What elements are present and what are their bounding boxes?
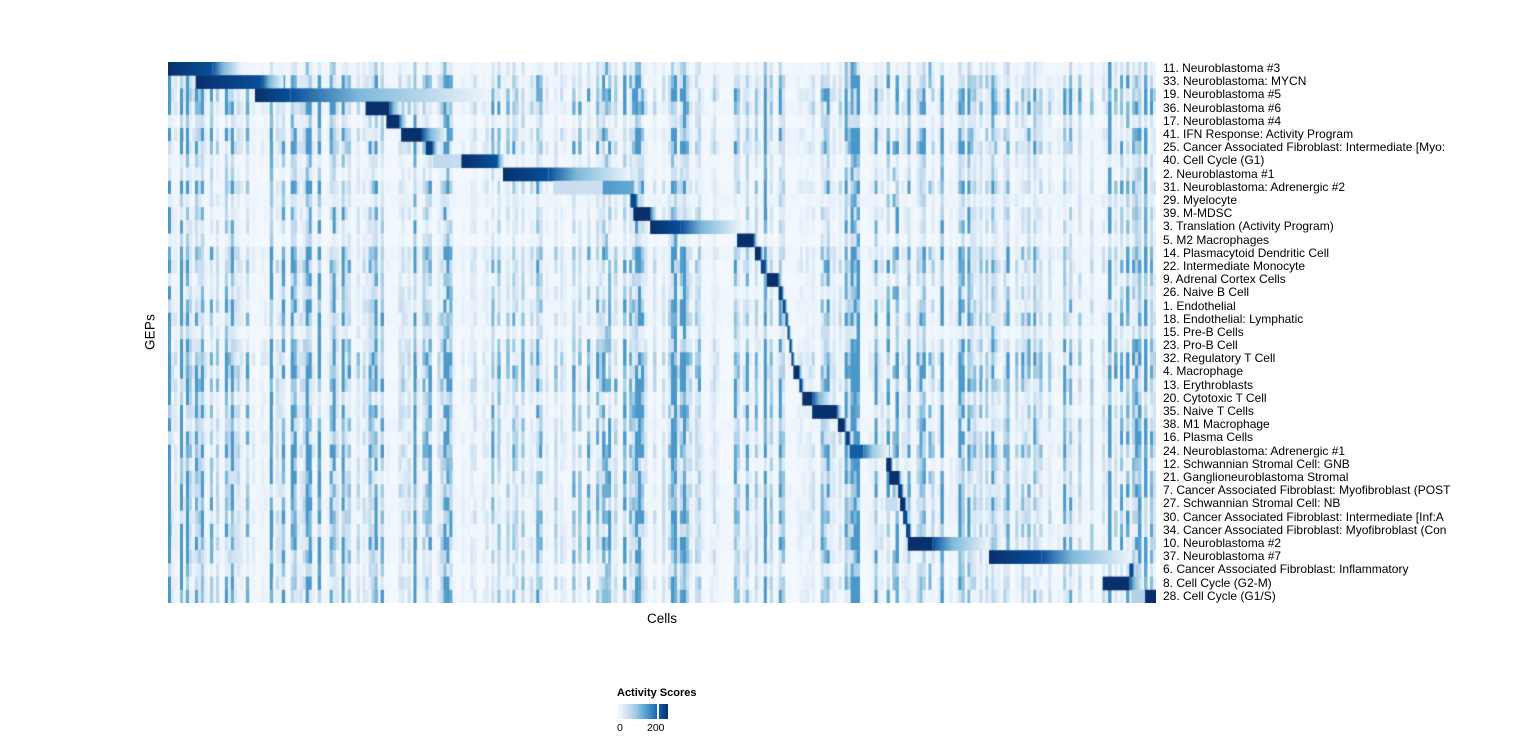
row-label: 14. Plasmacytoid Dendritic Cell: [1163, 245, 1330, 260]
legend-gradient-bar: [617, 704, 668, 719]
row-label: 28. Cell Cycle (G1/S): [1163, 588, 1276, 603]
row-label: 2. Neuroblastoma #1: [1163, 166, 1275, 181]
row-label: 13. Erythroblasts: [1163, 377, 1254, 392]
colorbar-legend: Activity Scores 0 200: [617, 687, 737, 736]
legend-min-label: 0: [617, 722, 623, 734]
row-label: 29. Myelocyte: [1163, 192, 1238, 207]
row-label: 39. M-MDSC: [1163, 206, 1233, 221]
row-label: 1. Endothelial: [1163, 298, 1236, 313]
row-label: 20. Cytotoxic T Cell: [1163, 390, 1267, 405]
y-axis-label: GEPs: [142, 313, 158, 351]
row-label: 25. Cancer Associated Fibroblast: Interm…: [1163, 140, 1446, 155]
row-label: 34. Cancer Associated Fibroblast: Myofib…: [1163, 522, 1447, 537]
row-label: 5. M2 Macrophages: [1163, 232, 1270, 247]
legend-tick-mark: [657, 704, 659, 719]
row-label: 9. Adrenal Cortex Cells: [1163, 272, 1286, 287]
row-label: 31. Neuroblastoma: Adrenergic #2: [1163, 179, 1346, 194]
x-axis-label: Cells: [646, 611, 677, 626]
gep-row-labels: 11. Neuroblastoma #3 33. Neuroblastoma: M…: [1163, 62, 1540, 603]
row-label: 37. Neuroblastoma #7: [1163, 549, 1282, 564]
row-label: 35. Naive T Cells: [1163, 404, 1254, 419]
row-label: 24. Neuroblastoma: Adrenergic #1: [1163, 443, 1346, 458]
row-label: 33. Neuroblastoma: MYCN: [1163, 74, 1307, 89]
legend-max-label: 200: [647, 722, 665, 734]
row-label: 10. Neuroblastoma #2: [1163, 536, 1282, 551]
row-label: 19. Neuroblastoma #5: [1163, 87, 1282, 102]
row-label: 16. Plasma Cells: [1163, 430, 1254, 445]
row-label: 15. Pre-B Cells: [1163, 324, 1244, 339]
legend-title: Activity Scores: [617, 687, 697, 699]
row-label: 18. Endothelial: Lymphatic: [1163, 311, 1304, 326]
row-label: 32. Regulatory T Cell: [1163, 351, 1276, 366]
heatmap-canvas: [168, 62, 1156, 603]
row-label: 27. Schwannian Stromal Cell: NB: [1163, 496, 1341, 511]
heatmap-plot-area: [168, 62, 1156, 603]
row-label: 23. Pro-B Cell: [1163, 338, 1238, 353]
row-label: 4. Macrophage: [1163, 364, 1244, 379]
row-label: 41. IFN Response: Activity Program: [1163, 126, 1354, 141]
row-label: 7. Cancer Associated Fibroblast: Myofibr…: [1163, 483, 1451, 498]
row-label: 22. Intermediate Monocyte: [1163, 258, 1306, 273]
row-label: 12. Schwannian Stromal Cell: GNB: [1163, 456, 1350, 471]
row-label: 11. Neuroblastoma #3: [1163, 62, 1281, 75]
row-label: 6. Cancer Associated Fibroblast: Inflamm…: [1163, 562, 1409, 577]
row-label: 26. Naive B Cell: [1163, 285, 1250, 300]
row-label: 8. Cell Cycle (G2-M): [1163, 575, 1272, 590]
legend-tick-labels: 0 200: [617, 722, 687, 736]
row-label: 36. Neuroblastoma #6: [1163, 100, 1282, 115]
row-label: 21. Ganglioneuroblastoma Stromal: [1163, 470, 1349, 485]
row-label: 38. M1 Macrophage: [1163, 417, 1270, 432]
row-label: 30. Cancer Associated Fibroblast: Interm…: [1163, 509, 1444, 524]
row-label: 3. Translation (Activity Program): [1163, 219, 1334, 234]
row-label: 40. Cell Cycle (G1): [1163, 153, 1265, 168]
row-label: 17. Neuroblastoma #4: [1163, 113, 1282, 128]
